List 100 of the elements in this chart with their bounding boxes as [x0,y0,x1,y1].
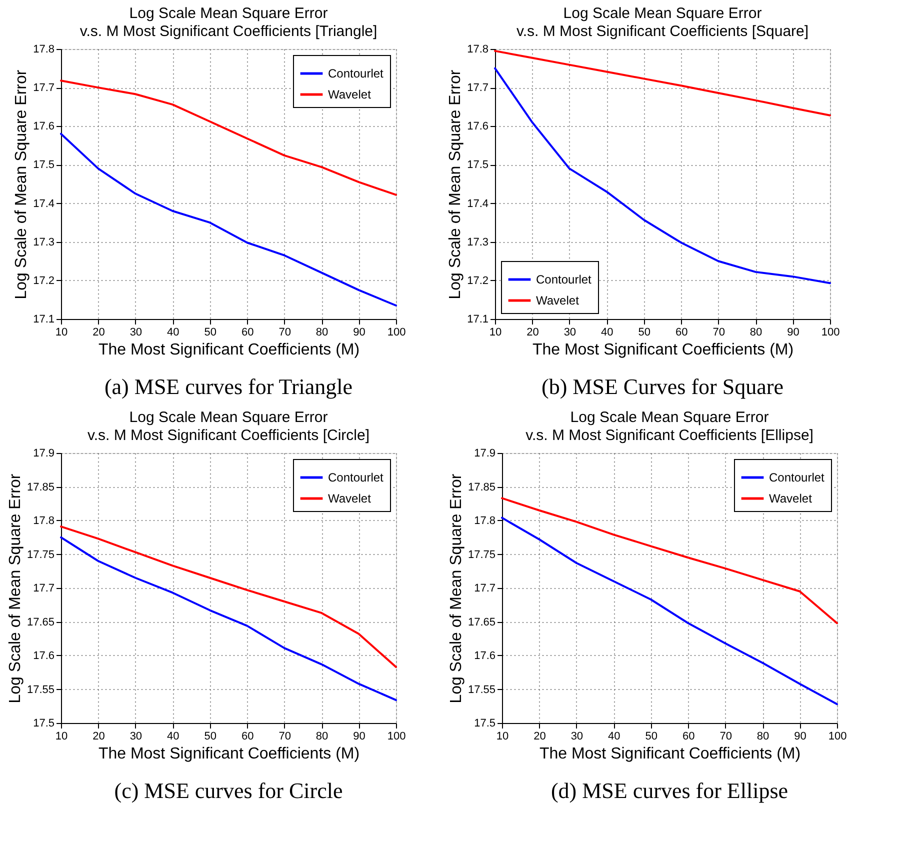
chart-title: Log Scale Mean Square Error [570,409,769,426]
y-tick-label: 17.75 [26,548,54,561]
y-tick-label: 17.8 [474,515,496,527]
line-series [60,536,397,702]
y-tick-label: 17.6 [474,650,496,662]
y-axis-title: Log Scale of Mean Square Error [13,69,30,300]
x-tick-label: 20 [92,730,105,742]
x-tick-label: 70 [712,326,725,338]
x-tick-label: 60 [241,730,254,742]
x-axis-title: The Most Significant Coefficients (M) [98,746,360,762]
x-tick-label: 10 [496,730,509,742]
legend-label: Contourlet [769,470,826,484]
y-tick-label: 17.1 [467,314,488,326]
x-tick-label: 50 [645,730,658,742]
y-tick-label: 17.8 [33,44,54,56]
x-tick-label: 70 [278,326,291,338]
y-tick-label: 17.6 [467,120,488,133]
y-axis-title: Log Scale of Mean Square Error [447,69,464,300]
x-tick-label: 10 [489,326,502,338]
y-tick-label: 17.3 [467,236,488,248]
x-tick-label: 80 [316,730,328,742]
x-tick-label: 30 [564,326,576,338]
text: (b) MSE Curves for Square [542,374,784,399]
x-tick-label: 40 [167,730,180,742]
chart-title: Log Scale Mean Square Error [129,409,328,426]
legend-label: Wavelet [328,88,372,102]
y-tick-label: 17.75 [468,548,496,561]
legend-label: Wavelet [769,492,813,506]
text: (a) MSE curves for Triangle [104,374,353,399]
x-tick-label: 70 [720,730,732,742]
chart-title: Log Scale Mean Square Error [129,5,328,22]
chart-subtitle: v.s. M Most Significant Coefficients [Circle] [87,427,370,444]
x-tick-label: 100 [387,730,406,742]
chart-subtitle: v.s. M Most Significant Coefficients [Triangle] [80,23,378,40]
y-tick-label: 17.65 [26,616,54,628]
line-series [60,80,397,196]
x-tick-label: 100 [828,730,847,742]
x-tick-label: 90 [353,730,366,742]
y-tick-label: 17.7 [33,582,54,594]
y-tick-label: 17.6 [33,650,54,662]
x-axis-title: The Most Significant Coefficients (M) [532,342,794,358]
y-tick-label: 17.4 [33,198,54,210]
x-tick-label: 40 [601,326,614,338]
line-series [501,516,838,706]
y-tick-label: 17.5 [33,159,54,172]
y-axis-title: Log Scale of Mean Square Error [6,473,24,704]
y-tick-label: 17.5 [467,159,488,172]
y-tick-label: 17.5 [474,718,496,730]
x-tick-label: 90 [794,730,806,742]
y-tick-label: 17.4 [467,198,488,210]
x-tick-label: 60 [675,326,688,338]
text: (c) MSE curves for Circle [114,778,343,803]
y-tick-label: 17.5 [33,718,54,730]
y-tick-label: 17.55 [26,684,54,696]
y-tick-label: 17.2 [33,274,54,287]
x-tick-label: 10 [55,730,68,742]
x-tick-label: 60 [241,326,254,338]
y-tick-label: 17.85 [468,481,496,494]
x-axis-title: The Most Significant Coefficients (M) [539,746,801,762]
chart-subtitle: v.s. M Most Significant Coefficients [Ellipse] [526,427,814,444]
x-tick-label: 100 [387,326,406,338]
y-tick-label: 17.8 [33,515,54,527]
x-tick-label: 20 [92,326,105,338]
y-tick-label: 17.1 [33,314,54,326]
line-series [494,67,831,284]
y-tick-label: 17.6 [33,120,54,133]
y-tick-label: 17.55 [468,684,496,696]
x-axis-title: The Most Significant Coefficients (M) [98,342,360,358]
x-tick-label: 40 [608,730,620,742]
x-tick-label: 80 [756,730,770,742]
y-tick-label: 17.7 [467,82,488,94]
y-tick-label: 17.9 [474,448,496,460]
x-tick-label: 50 [638,326,651,338]
x-tick-label: 80 [750,326,762,338]
x-tick-label: 50 [204,730,217,742]
y-tick-label: 17.2 [467,274,488,287]
x-tick-label: 30 [130,326,142,338]
x-tick-label: 30 [130,730,142,742]
y-tick-label: 17.8 [467,44,488,56]
line-series [60,526,397,668]
chart-title: Log Scale Mean Square Error [563,5,762,22]
chart-subtitle: v.s. M Most Significant Coefficients [Square] [516,23,809,40]
legend-label: Contourlet [328,470,384,484]
legend-label: Contourlet [536,272,592,286]
x-tick-label: 60 [682,730,695,742]
x-tick-label: 90 [353,326,366,338]
text: (d) MSE curves for Ellipse [550,778,788,803]
x-tick-label: 100 [821,326,840,338]
x-tick-label: 30 [570,730,584,742]
x-tick-label: 90 [787,326,800,338]
y-tick-label: 17.9 [33,448,54,460]
line-series [60,132,397,306]
x-tick-label: 70 [278,730,291,742]
x-tick-label: 10 [55,326,68,338]
legend-label: Contourlet [328,66,384,80]
y-tick-label: 17.7 [33,82,54,94]
x-tick-label: 20 [534,730,546,742]
x-tick-label: 80 [316,326,328,338]
x-tick-label: 20 [526,326,539,338]
y-tick-label: 17.3 [33,236,54,248]
